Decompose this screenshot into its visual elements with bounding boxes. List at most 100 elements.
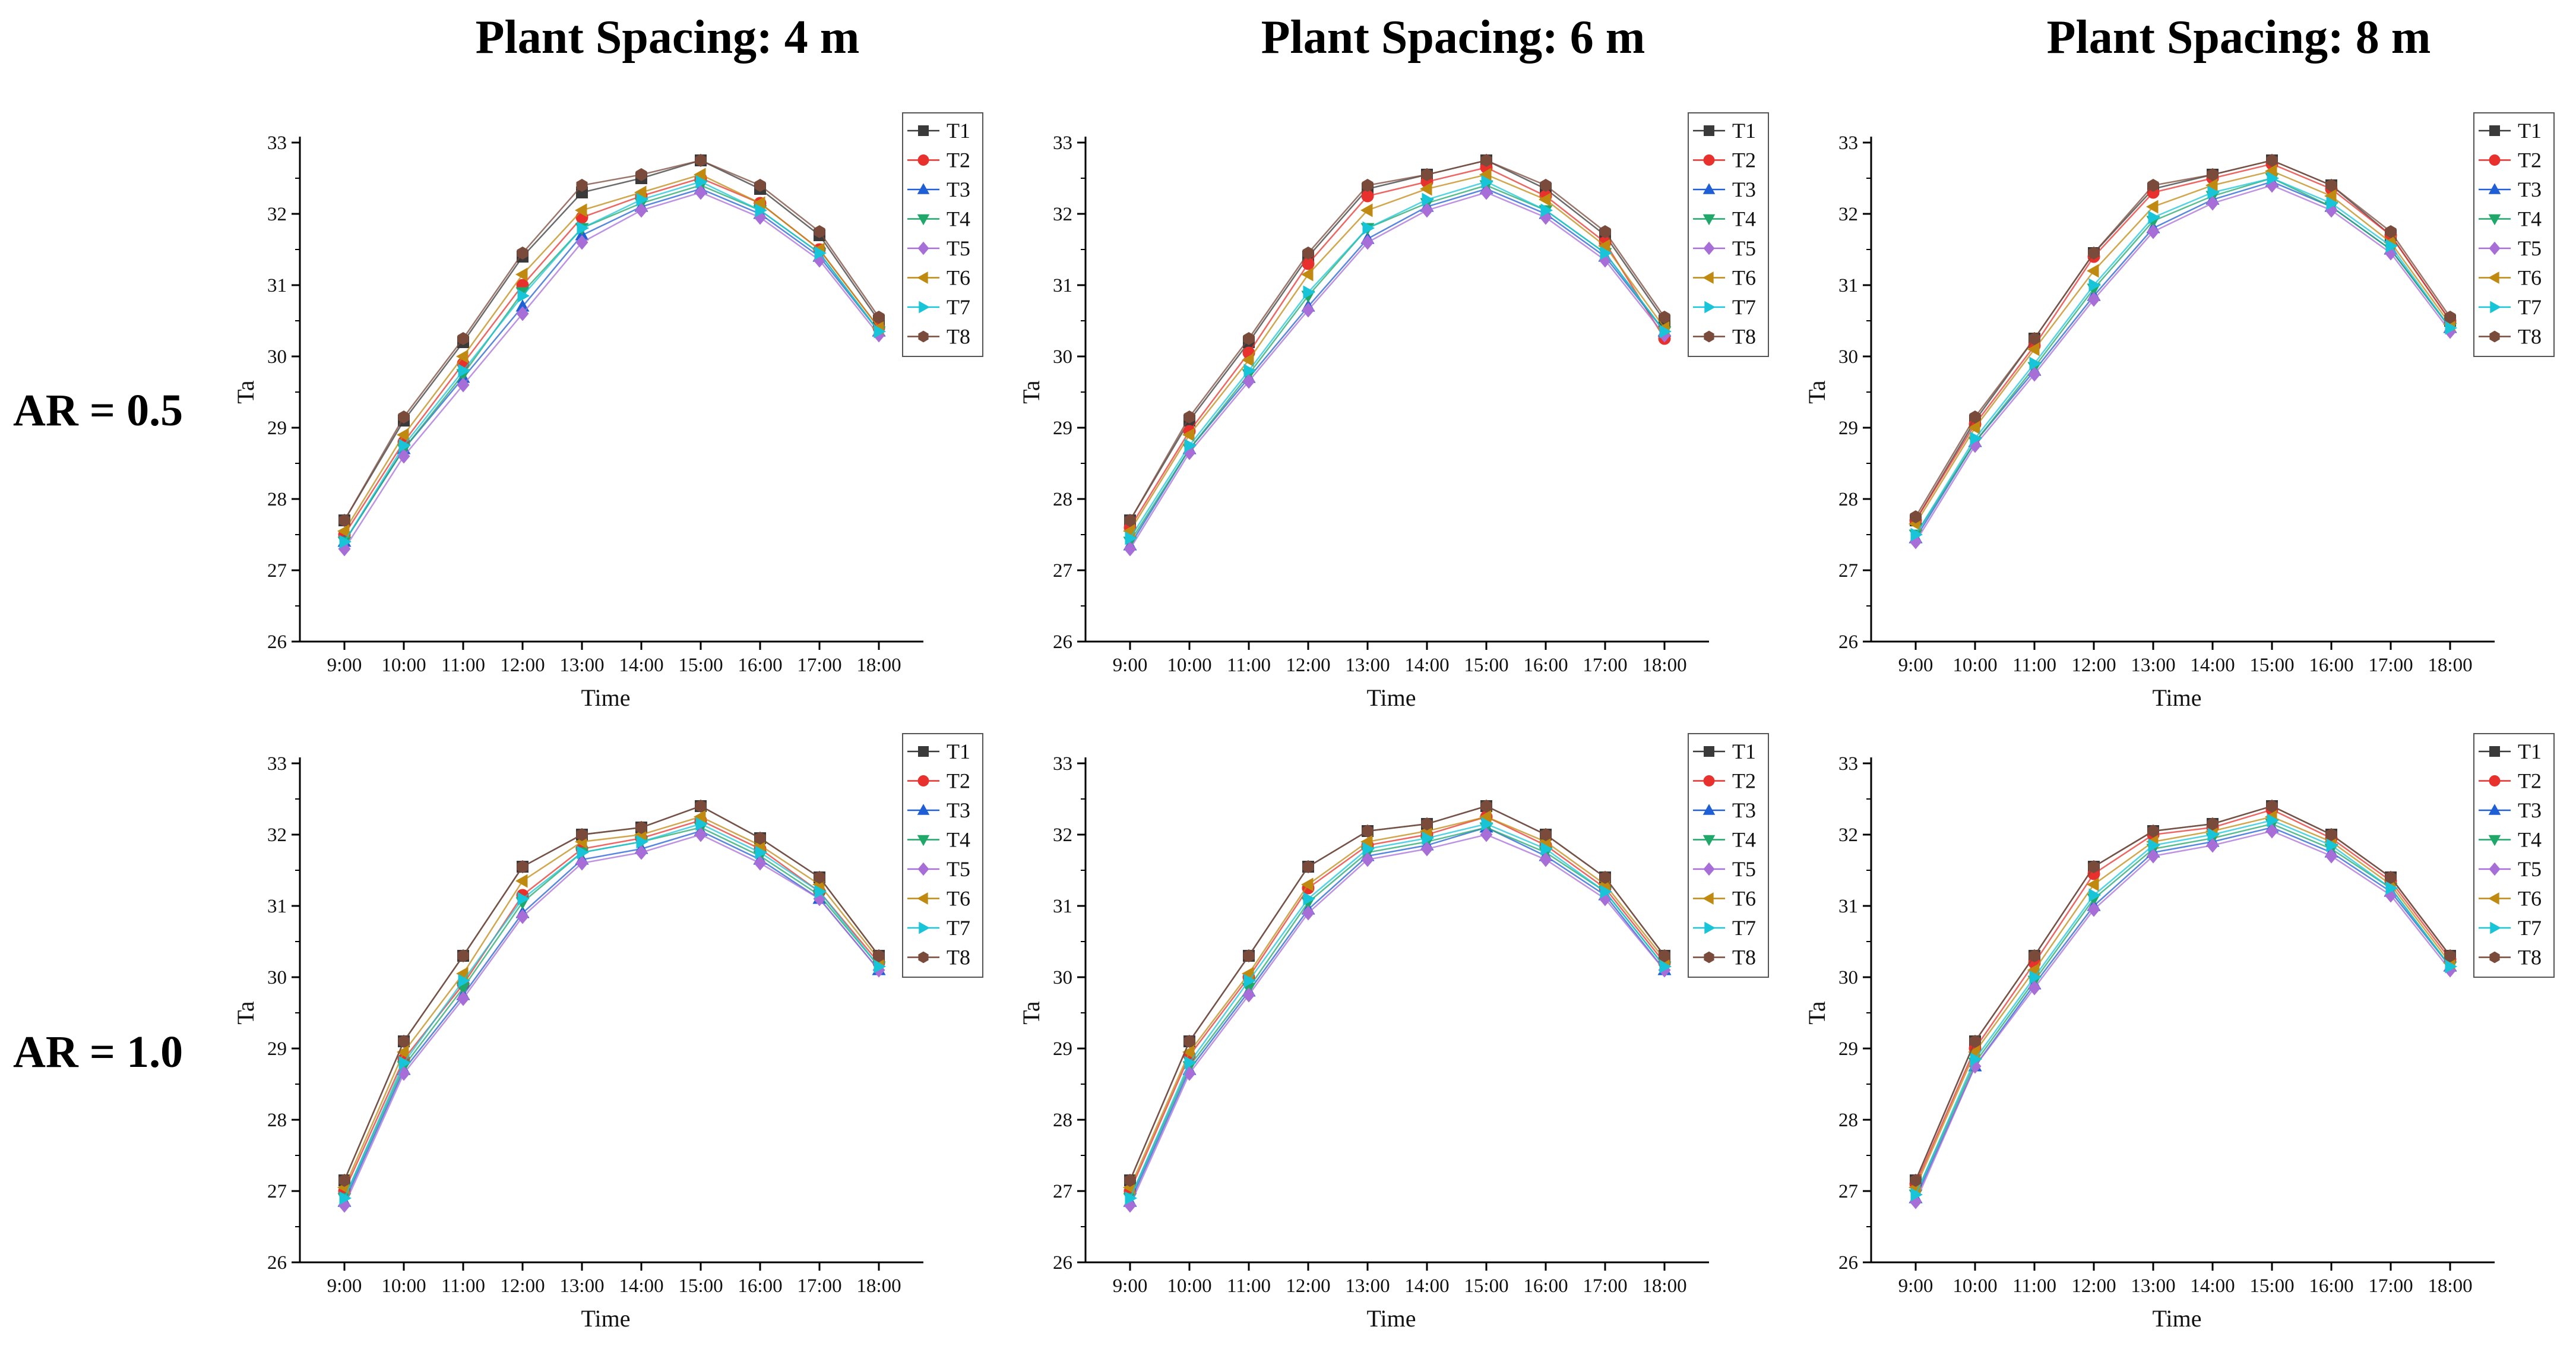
y-tick-label: 32	[1838, 825, 1858, 846]
y-tick-label: 30	[267, 967, 287, 988]
legend-label-T1: T1	[1732, 119, 1756, 143]
legend-label-T1: T1	[2518, 119, 2542, 143]
series-line-T2	[1914, 808, 2451, 1185]
series-T8	[1910, 154, 2456, 523]
data-point-T8	[1969, 1035, 1981, 1048]
data-point-T8	[1362, 179, 1374, 192]
series-T4	[337, 180, 886, 549]
y-axis-label: Ta	[232, 380, 259, 404]
x-tick-label: 10:00	[381, 655, 426, 676]
legend-marker-T2	[917, 154, 929, 166]
series-line-T1	[1129, 159, 1666, 521]
data-point-T7	[339, 535, 352, 549]
data-point-T6	[337, 524, 350, 538]
data-point-T8	[1243, 332, 1255, 345]
data-point-T7	[2029, 970, 2042, 984]
y-axis-label: Ta	[1018, 380, 1045, 404]
x-tick-label: 15:00	[678, 655, 723, 676]
series-line-T6	[1129, 173, 1666, 532]
series-line-T7	[1914, 819, 2451, 1195]
data-point-T5	[1124, 541, 1137, 557]
series-line-T3	[1914, 826, 2451, 1199]
x-tick-label: 13:00	[2131, 655, 2175, 676]
chart-ar10-8m: 26 27 28 29 30 31 32 33 9:00 10:00 11:00 12:00 13:00…	[1803, 733, 2555, 1332]
data-point-T7	[2326, 196, 2338, 210]
y-tick-label: 27	[1053, 1181, 1072, 1202]
legend-marker-T3	[2488, 183, 2501, 194]
data-point-T5	[1361, 852, 1374, 867]
y-tick-label: 31	[1838, 275, 1858, 296]
legend-box	[1688, 733, 1769, 978]
legend-marker-T7	[1704, 921, 1716, 934]
data-point-T6	[1968, 421, 1980, 435]
series-T2	[338, 814, 885, 1198]
y-tick-label: 30	[267, 346, 287, 368]
column-title-6m: Plant Spacing: 6 m	[1261, 11, 1645, 64]
series-T2	[1124, 810, 1671, 1198]
legend-marker-T3	[1702, 183, 1716, 194]
data-point-T5	[1242, 987, 1255, 1003]
legend-label-T3: T3	[2518, 798, 2542, 822]
data-point-T7	[339, 1191, 352, 1205]
series-T2	[1124, 161, 1671, 534]
series-T1	[338, 154, 885, 526]
data-point-T6	[2324, 189, 2337, 203]
x-tick-label: 15:00	[678, 1275, 723, 1297]
y-tick-label: 29	[1838, 1038, 1858, 1060]
series-T6	[337, 810, 884, 1195]
data-point-T6	[1539, 192, 1551, 207]
data-point-T7	[398, 438, 411, 453]
series-line-T6	[1129, 816, 1665, 1188]
legend-label-T4: T4	[2518, 207, 2542, 231]
data-point-T8	[457, 949, 469, 962]
x-tick-label: 12:00	[2071, 1275, 2116, 1297]
y-tick-label: 32	[267, 825, 287, 846]
data-point-T8	[1362, 825, 1374, 838]
data-point-T7	[814, 885, 827, 899]
data-point-T8	[1659, 949, 1670, 962]
series-line-T8	[1914, 805, 2451, 1181]
y-tick-label: 26	[1838, 1252, 1858, 1274]
series-line-T3	[1129, 188, 1665, 546]
chart-ar05-8m: 26 27 28 29 30 31 32 33 9:00 10:00 11:00 12:00 13:00…	[1803, 112, 2555, 711]
legend-marker-T5	[1703, 862, 1715, 876]
data-point-T7	[1303, 285, 1315, 299]
legend-label-T8: T8	[947, 946, 970, 969]
y-tick-label: 27	[1053, 560, 1072, 582]
legend-marker-T5	[1703, 241, 1715, 255]
data-point-T6	[1301, 267, 1314, 282]
legend-label-T2: T2	[947, 769, 970, 793]
column-title-8m: Plant Spacing: 8 m	[2046, 11, 2431, 64]
x-tick-label: 13:00	[2131, 1275, 2175, 1297]
series-T5	[1909, 823, 2457, 1209]
legend-marker-T5	[917, 862, 929, 876]
data-point-T7	[517, 289, 530, 303]
series-T7	[1910, 171, 2457, 542]
series-line-T2	[1914, 163, 2451, 521]
y-tick-label: 33	[1838, 753, 1858, 775]
legend-marker-T6	[1702, 271, 1714, 284]
data-point-T6	[753, 196, 765, 210]
legend-marker-T4	[1702, 835, 1716, 847]
y-tick-label: 32	[1053, 204, 1072, 225]
legend-label-T8: T8	[1732, 946, 1756, 969]
x-tick-label: 11:00	[441, 655, 485, 676]
data-point-T7	[1540, 203, 1553, 217]
row-title-ar-1-0: AR = 1.0	[13, 1027, 183, 1077]
x-tick-label: 13:00	[559, 1275, 604, 1297]
data-point-T8	[1480, 800, 1492, 813]
series-T7	[339, 817, 886, 1205]
series-T3	[1123, 820, 1672, 1207]
data-point-T6	[634, 185, 647, 200]
legend-label-T5: T5	[2518, 236, 2542, 260]
x-tick-label: 9:00	[1898, 1275, 1933, 1297]
legend-label-T1: T1	[947, 119, 970, 143]
series-T8	[1910, 800, 2456, 1187]
y-tick-label: 28	[1053, 489, 1072, 510]
x-tick-label: 13:00	[1345, 1275, 1390, 1297]
legend-marker-T8	[2489, 330, 2500, 343]
data-point-T7	[458, 364, 470, 378]
legend-box	[2473, 112, 2555, 357]
data-point-T5	[457, 377, 470, 393]
x-axis-label: Time	[1366, 684, 1416, 711]
